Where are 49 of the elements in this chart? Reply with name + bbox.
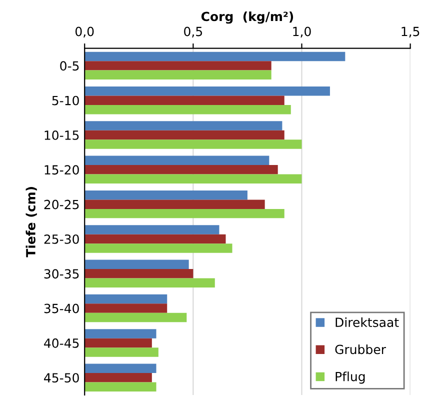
bar — [84, 260, 189, 270]
bar — [84, 174, 302, 184]
bar — [84, 165, 278, 174]
y-tick-label: 15-20 — [44, 165, 79, 175]
bar — [84, 52, 346, 62]
bar — [84, 190, 248, 200]
bar — [84, 140, 302, 149]
y-tick-label: 40-45 — [44, 338, 79, 348]
y-axis-title: Tiefe (cm) — [26, 187, 37, 258]
legend-label: Pflug — [336, 372, 365, 384]
bar — [84, 244, 232, 253]
y-tick-label: 5-10 — [52, 96, 79, 106]
bar — [84, 130, 284, 140]
bar — [84, 348, 158, 357]
bar — [84, 234, 226, 244]
bar — [84, 269, 194, 278]
bar — [84, 200, 265, 209]
bar — [84, 278, 215, 288]
bar — [84, 382, 156, 392]
bar — [84, 304, 168, 313]
bar — [84, 61, 272, 70]
y-tick-label: 20-25 — [44, 200, 79, 210]
bar — [84, 86, 330, 96]
bar — [84, 372, 152, 382]
bar — [84, 104, 291, 114]
y-tick-label: 35-40 — [44, 304, 79, 314]
bar — [84, 121, 282, 130]
bar — [84, 225, 220, 234]
x-tick-label: 1,0 — [293, 26, 311, 38]
bar — [84, 312, 187, 322]
bar — [84, 329, 156, 338]
x-tick-label: 0,5 — [184, 26, 202, 38]
y-tick-label: 10-15 — [44, 130, 79, 140]
bar — [84, 338, 152, 348]
x-axis-title: Corg (kg/m²) — [201, 11, 294, 24]
x-tick-label: 1,5 — [402, 26, 420, 38]
y-tick-label: 25-30 — [44, 234, 79, 244]
legend-label: Grubber — [335, 344, 386, 354]
bar — [84, 96, 284, 105]
bar — [84, 294, 168, 304]
y-tick-label: 45-50 — [44, 373, 79, 383]
y-tick-label: 0-5 — [60, 61, 79, 71]
y-tick-label: 30-35 — [44, 269, 79, 279]
bar — [84, 364, 156, 373]
bar — [84, 70, 272, 80]
bar — [84, 208, 284, 218]
x-tick-label: 0,0 — [75, 26, 94, 38]
bar — [84, 156, 270, 166]
legend-label: Direktsaat — [336, 317, 399, 328]
